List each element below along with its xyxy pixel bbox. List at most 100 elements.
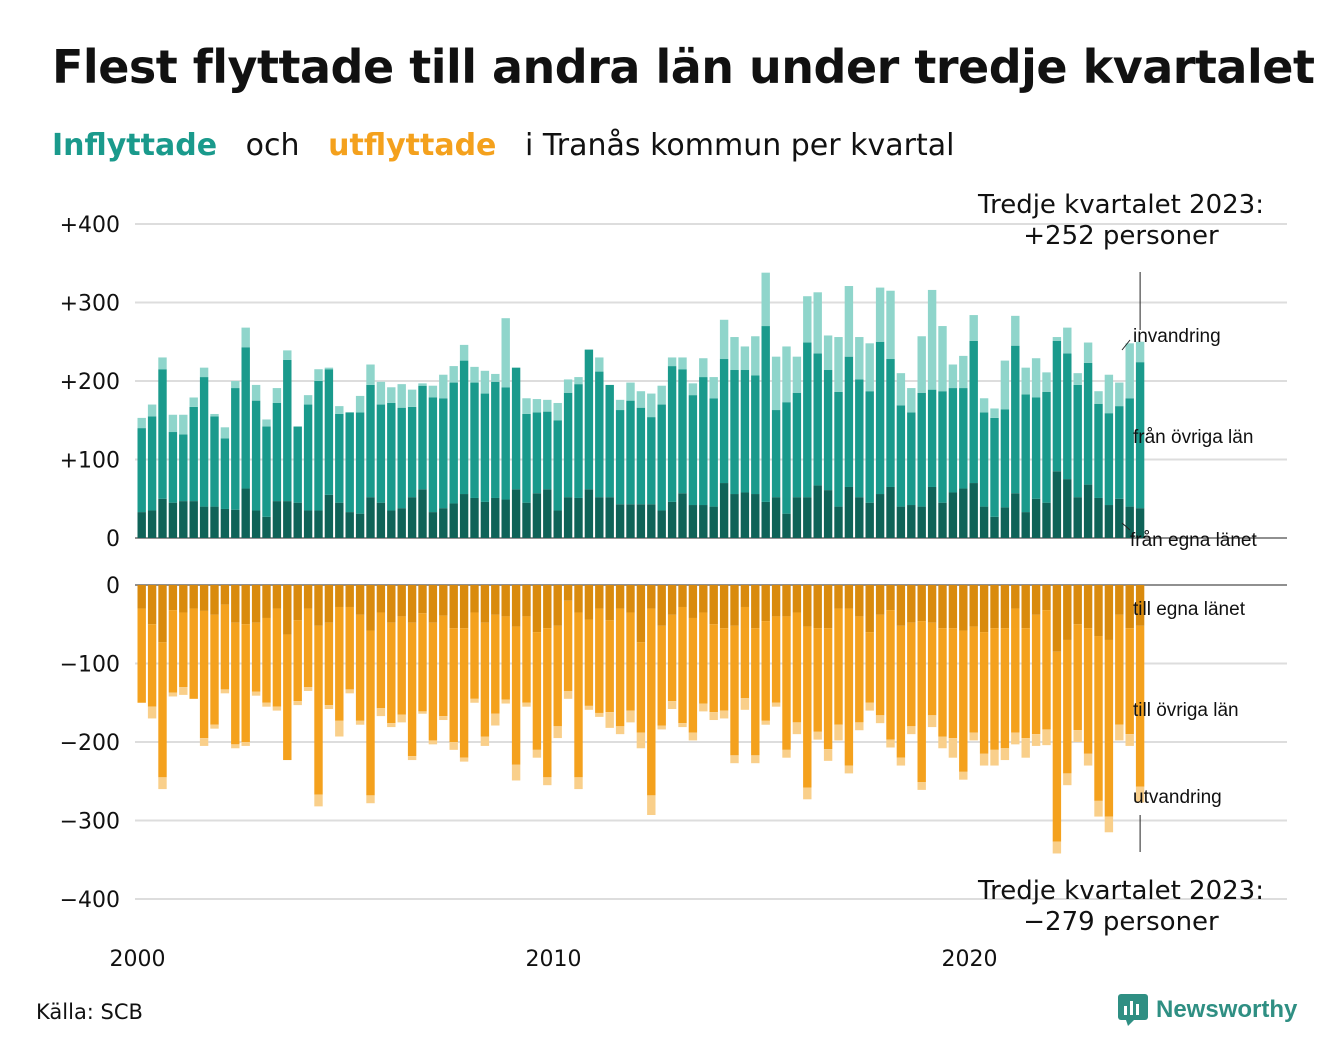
bar-out-segment [803,787,812,800]
bar-in-segment [355,412,365,514]
bar-out-segment [563,690,573,699]
bar-in-segment [1000,360,1010,410]
bar-in-segment [844,486,854,538]
bar-out-segment [272,585,282,609]
bar-in-segment [345,512,354,538]
bar-in-segment [543,411,552,490]
y-tick-label-top: +200 [60,370,120,395]
bar-in-segment [272,402,282,502]
bar-out-segment [959,585,968,631]
bar-in-segment [418,385,427,490]
x-tick-label: 2000 [110,947,166,972]
bar-in-segment [1115,498,1124,538]
bar-in-segment [189,397,198,407]
bar-out-segment [636,585,646,643]
bar-in-segment [314,381,323,511]
bar-out-segment [844,765,854,774]
bar-out-segment [948,585,958,629]
subtitle-rest: i Tranås kommun per kvartal [525,128,955,163]
bar-out-segment [491,585,500,615]
bar-in-segment [147,510,157,538]
bar-in-segment [1125,506,1134,538]
bar-in-segment [303,510,313,538]
bar-out-segment [1104,816,1114,833]
bar-in-segment [709,398,718,507]
bar-in-segment [189,406,198,502]
bar-in-segment [428,397,438,513]
bar-in-segment [979,412,989,507]
x-tick-label: 2010 [526,947,582,972]
bar-out-segment [501,616,510,700]
bar-out-segment [927,585,937,623]
bar-in-segment [397,384,406,408]
bar-in-segment [511,367,521,490]
bar-in-segment [823,335,833,371]
bar-out-segment [158,777,167,790]
subtitle-och: och [245,128,300,163]
bar-in-segment [283,501,292,538]
bar-in-segment [751,494,760,538]
bar-in-segment [761,326,770,502]
bar-in-segment [948,364,958,389]
bar-out-segment [1094,636,1103,801]
bar-out-segment [501,585,510,617]
bar-in-segment [1115,382,1124,407]
bar-in-segment [532,493,542,538]
bar-in-segment [1011,493,1020,538]
bar-in-segment [376,381,386,405]
bar-out-segment [366,630,375,796]
bar-out-segment [1073,730,1082,742]
bar-in-segment [210,506,219,538]
bar-in-segment [626,382,635,401]
bar-in-segment [647,504,656,538]
bar-out-segment [605,585,614,621]
bar-out-segment [626,585,635,613]
bar-out-segment [355,585,365,615]
bar-out-segment [522,702,531,707]
bar-out-segment [335,720,344,737]
bar-out-segment [688,585,698,618]
bar-out-segment [303,585,313,609]
bar-in-segment [293,426,302,503]
bar-in-segment [366,497,375,538]
bar-in-segment [927,289,937,390]
chart-title: Flest flyttade till andra län under tred… [52,40,1315,94]
legend-pointer [1121,339,1131,351]
bar-in-segment [886,486,895,538]
bar-in-segment [844,356,854,487]
bar-out-segment [511,626,521,765]
bar-out-segment [615,585,625,609]
bar-out-segment [678,723,687,728]
bar-out-segment [595,608,604,713]
bar-out-segment [251,691,261,696]
bar-out-segment [137,608,146,703]
bar-in-segment [324,369,334,495]
bar-in-segment [470,366,479,383]
bar-in-segment [875,341,885,495]
bar-out-segment [803,585,812,627]
bar-out-segment [418,613,427,712]
bar-out-segment [168,585,178,611]
bar-in-segment [335,406,344,414]
bar-out-segment [210,614,219,725]
bar-out-segment [231,622,240,745]
y-tick-label-bottom: −100 [60,653,120,678]
bar-in-segment [730,370,739,495]
bar-out-segment [355,614,365,721]
bar-out-segment [761,621,770,721]
bar-out-segment [792,722,802,735]
bar-in-segment [543,489,552,538]
bar-out-segment [688,617,698,733]
bar-out-segment [147,706,157,719]
bar-out-segment [324,622,334,706]
bar-out-segment [667,585,677,615]
bar-in-segment [1042,372,1051,392]
chart-subtitle: Inflyttade och utflyttade i Tranås kommu… [52,128,954,163]
bar-in-segment [1083,342,1093,363]
bar-in-segment [907,388,916,413]
bar-out-segment [563,600,573,691]
bar-out-segment [532,632,542,750]
bar-in-segment [886,290,895,360]
bar-out-segment [844,585,854,609]
bar-out-segment [1031,585,1041,615]
